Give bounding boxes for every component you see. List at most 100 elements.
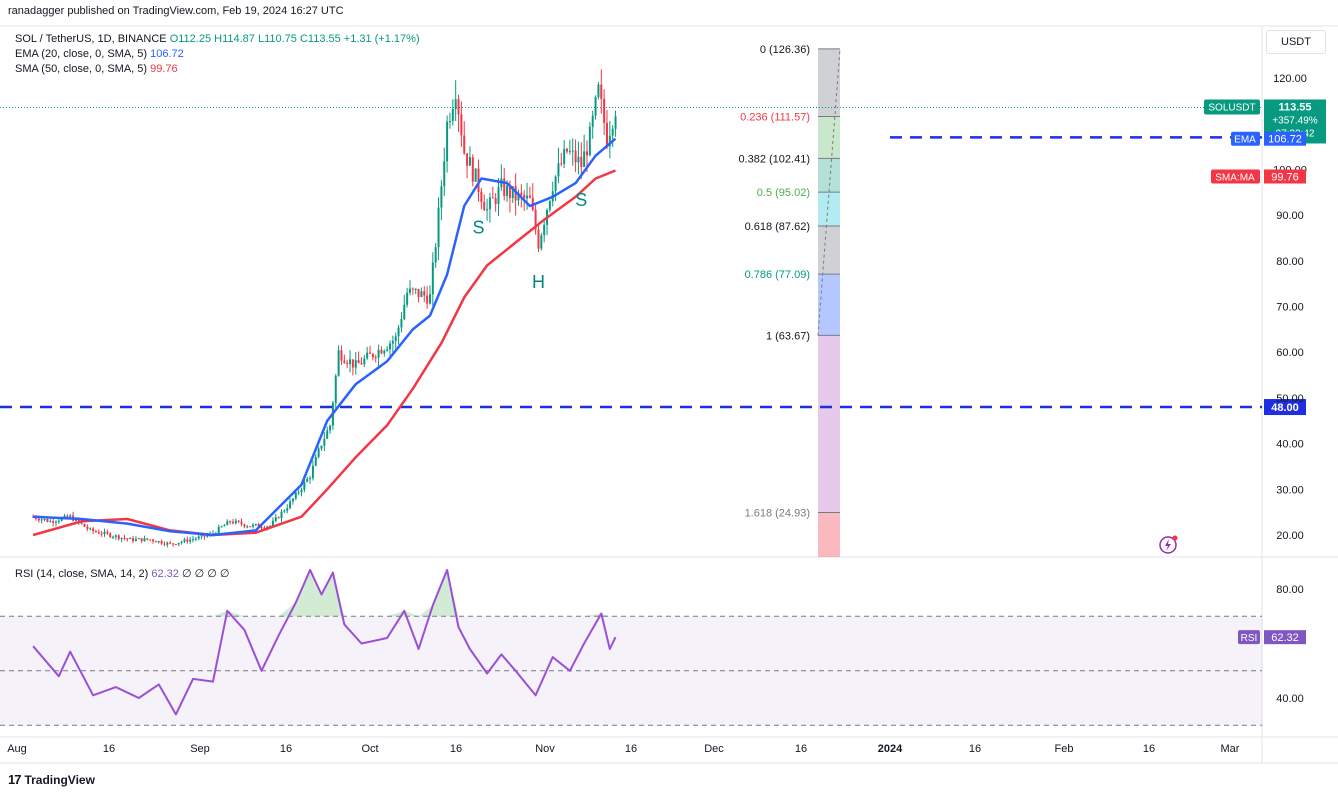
candle-body	[334, 375, 337, 403]
candle-body	[437, 207, 440, 248]
candle-body	[114, 535, 117, 537]
candle-body	[197, 536, 200, 539]
candle-body	[477, 168, 480, 192]
candle-body	[577, 156, 580, 163]
pattern-label: H	[532, 272, 545, 292]
candle-body	[508, 185, 511, 199]
candle-body	[563, 148, 566, 164]
candle-body	[571, 150, 574, 152]
candle-body	[383, 350, 386, 354]
candle-body	[528, 195, 531, 198]
candle-body	[406, 292, 409, 305]
candle-body	[92, 528, 95, 532]
rsi-overbought-fill	[584, 613, 602, 617]
candle-body	[614, 116, 617, 129]
pattern-label: S	[575, 190, 587, 210]
candle-body	[160, 541, 163, 544]
candle-body	[448, 120, 451, 122]
candle-body	[314, 456, 317, 466]
candle-body	[460, 114, 463, 136]
rsi-overbought-fill	[447, 569, 459, 617]
candle-body	[491, 197, 494, 199]
rsi-tick-label: 40.00	[1276, 693, 1304, 705]
fib-zone-1	[818, 335, 840, 513]
currency-selector[interactable]: USDT	[1266, 30, 1326, 54]
fib-zone-0.236	[818, 116, 840, 159]
ohlc-values: O112.25 H114.87 L110.75 C113.55 +1.31 (+…	[169, 33, 420, 45]
price-tick-label: 120.00	[1273, 73, 1307, 85]
candle-body	[152, 539, 155, 542]
candle-body	[497, 187, 500, 204]
candle-body	[586, 151, 588, 156]
candle-body	[354, 360, 357, 368]
time-tick-label: 2024	[878, 743, 903, 755]
candle-body	[234, 520, 237, 524]
candle-body	[60, 517, 63, 521]
candle-body	[123, 537, 126, 539]
candle-body	[568, 150, 571, 152]
candle-body	[200, 534, 203, 537]
candle-body	[386, 349, 389, 351]
candle-body	[86, 526, 89, 529]
sma-legend-value: 99.76	[150, 63, 178, 75]
candle-body	[174, 544, 177, 546]
candle-body	[374, 357, 377, 359]
ema-legend-row: EMA (20, close, 0, SMA, 5) 106.72	[15, 47, 420, 62]
candle-body	[506, 185, 509, 196]
ema-price-tag	[1264, 131, 1306, 146]
tradingview-logo[interactable]: 17 TradingView	[8, 772, 95, 787]
publisher-line: ranadagger published on TradingView.com,…	[8, 5, 344, 17]
rsi-legend-value: 62.32	[151, 568, 179, 580]
candle-body	[240, 521, 243, 525]
candle-body	[294, 492, 297, 499]
candle-body	[560, 163, 563, 165]
candle-body	[271, 520, 274, 526]
price-tick-label: 50.00	[1276, 393, 1304, 405]
candle-body	[471, 157, 474, 182]
rsi-name-tag	[1238, 630, 1260, 645]
candle-body	[591, 115, 594, 127]
candle-body	[277, 517, 280, 519]
rsi-overbought-fill	[601, 613, 610, 617]
candle-body	[169, 542, 172, 544]
fib-zone-0.382	[818, 158, 840, 193]
time-tick-label: 16	[969, 743, 981, 755]
price-tick-label: 70.00	[1276, 302, 1304, 314]
candle-body	[597, 84, 600, 98]
candle-body	[403, 304, 406, 320]
candle-body	[180, 541, 183, 543]
candle-body	[343, 360, 346, 363]
last-price-value: 113.55	[1278, 101, 1311, 113]
candle-body	[266, 526, 269, 528]
candle-body	[134, 538, 137, 541]
time-tick-label: Mar	[1221, 743, 1240, 755]
candle-body	[83, 523, 86, 527]
candle-body	[109, 533, 112, 537]
rsi-name-label: RSI	[1241, 633, 1258, 644]
candle-body	[517, 192, 520, 201]
candle-body	[297, 492, 300, 494]
candle-body	[349, 359, 352, 365]
candle-body	[340, 350, 343, 361]
fib-zone-tail	[818, 512, 840, 557]
rsi-line	[32, 568, 617, 716]
candle-body	[557, 163, 560, 177]
candle-body	[274, 517, 277, 521]
candle-body	[66, 515, 69, 518]
time-tick-label: 16	[280, 743, 292, 755]
price-tick-label: 60.00	[1276, 347, 1304, 359]
candle-body	[417, 288, 420, 297]
candle-body	[94, 531, 97, 533]
pattern-label: S	[473, 217, 485, 237]
candle-body	[369, 352, 372, 354]
fib-label: 1.618 (24.93)	[745, 507, 810, 519]
candle-body	[583, 151, 586, 167]
fib-zone-0.786	[818, 274, 840, 336]
candle-body	[463, 135, 466, 154]
time-tick-label: Dec	[704, 743, 724, 755]
candle-body	[594, 97, 597, 116]
level-price-label: 48.00	[1271, 402, 1299, 414]
candle-body	[400, 319, 403, 328]
candle-body	[494, 198, 497, 204]
last-price-change: +357.49%	[1272, 115, 1317, 126]
